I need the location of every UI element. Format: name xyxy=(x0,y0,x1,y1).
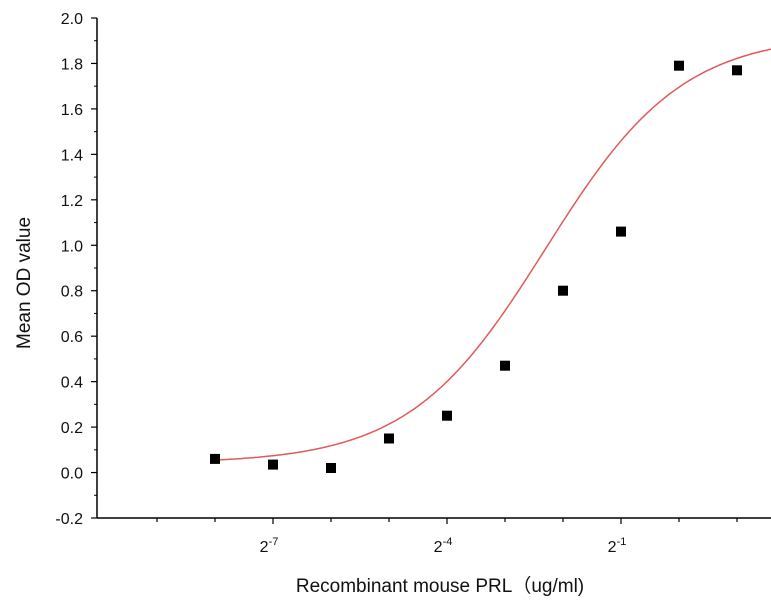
y-tick-label: 1.6 xyxy=(61,102,83,119)
data-point xyxy=(558,285,568,296)
y-tick-label: 1.0 xyxy=(61,238,83,255)
x-axis-ticks: 2-7 2-4 2-1 xyxy=(156,518,738,556)
data-point xyxy=(210,453,220,464)
data-point xyxy=(500,360,510,371)
y-tick-label: 1.8 xyxy=(61,56,83,73)
y-tick-label: 0.2 xyxy=(61,420,83,437)
y-tick-label: 0.8 xyxy=(61,284,83,301)
data-point xyxy=(384,433,394,444)
fit-curve xyxy=(214,48,771,461)
data-point xyxy=(442,410,452,421)
y-tick-label: 2.0 xyxy=(61,11,83,28)
data-point xyxy=(674,60,684,71)
y-tick-label: 0.6 xyxy=(61,329,83,346)
y-axis-ticks: -0.2 0.0 0.2 0.4 0.6 0.8 1.0 1.2 1.4 1.6 1.8 2.0 xyxy=(55,11,97,528)
data-point xyxy=(326,463,336,473)
data-point xyxy=(268,459,278,470)
y-tick-label: 0.0 xyxy=(61,466,83,483)
x-tick-label: 2-4 xyxy=(434,536,453,556)
x-tick-label: 2-7 xyxy=(260,536,279,556)
x-axis-title: Recombinant mouse PRL（ug/ml) xyxy=(296,575,584,597)
y-tick-label: 1.2 xyxy=(61,193,83,210)
data-point xyxy=(616,226,626,237)
y-tick-label: 1.4 xyxy=(61,147,83,164)
x-tick-label: 2-1 xyxy=(608,536,627,556)
data-point xyxy=(732,65,742,76)
y-axis-title: Mean OD value xyxy=(14,217,35,349)
y-tick-label: -0.2 xyxy=(55,511,83,528)
y-tick-label: 0.4 xyxy=(61,375,83,392)
data-points xyxy=(210,60,742,473)
plot-area: -0.2 0.0 0.2 0.4 0.6 0.8 1.0 1.2 1.4 1.6 1.8 2.0 2-… xyxy=(55,11,771,556)
